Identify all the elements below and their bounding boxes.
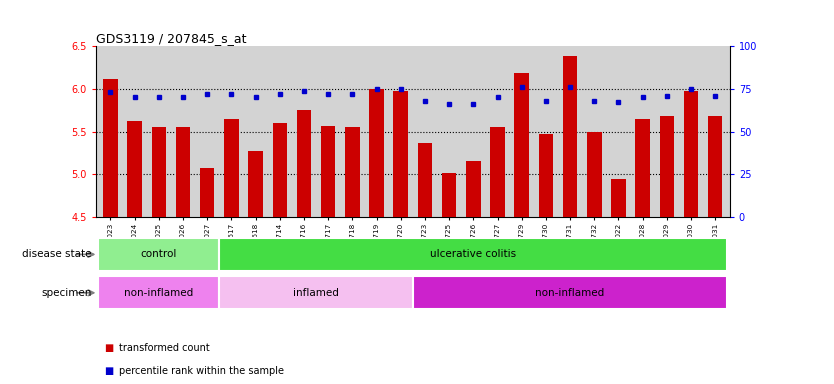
Bar — [539, 134, 553, 217]
Text: ■: ■ — [104, 366, 113, 376]
Text: control: control — [141, 249, 177, 260]
Bar — [200, 168, 214, 217]
Bar — [490, 127, 505, 217]
Text: ■: ■ — [104, 343, 113, 353]
Bar — [273, 123, 287, 217]
Text: non-inflamed: non-inflamed — [124, 288, 193, 298]
Bar — [636, 119, 650, 217]
Bar — [321, 126, 335, 217]
Bar — [394, 91, 408, 217]
Text: transformed count: transformed count — [119, 343, 210, 353]
Bar — [98, 238, 219, 271]
Bar — [152, 127, 166, 217]
Text: GDS3119 / 207845_s_at: GDS3119 / 207845_s_at — [96, 32, 246, 45]
Bar — [563, 56, 577, 217]
Bar — [369, 89, 384, 217]
Bar — [297, 110, 311, 217]
Text: percentile rank within the sample: percentile rank within the sample — [119, 366, 284, 376]
Bar — [103, 79, 118, 217]
Bar — [587, 131, 601, 217]
Bar — [219, 276, 413, 309]
Text: ulcerative colitis: ulcerative colitis — [430, 249, 516, 260]
Bar — [128, 121, 142, 217]
Text: non-inflamed: non-inflamed — [535, 288, 605, 298]
Text: specimen: specimen — [42, 288, 92, 298]
Bar — [708, 116, 722, 217]
Bar — [224, 119, 239, 217]
Bar — [249, 151, 263, 217]
Bar — [176, 127, 190, 217]
Text: disease state: disease state — [23, 249, 92, 260]
Bar — [345, 127, 359, 217]
Bar — [98, 276, 219, 309]
Bar — [684, 91, 698, 217]
Bar — [611, 179, 626, 217]
Bar — [413, 276, 727, 309]
Bar — [466, 161, 480, 217]
Bar — [660, 116, 674, 217]
Text: inflamed: inflamed — [293, 288, 339, 298]
Bar — [418, 144, 432, 217]
Bar — [442, 172, 456, 217]
Bar — [515, 73, 529, 217]
Bar — [219, 238, 727, 271]
